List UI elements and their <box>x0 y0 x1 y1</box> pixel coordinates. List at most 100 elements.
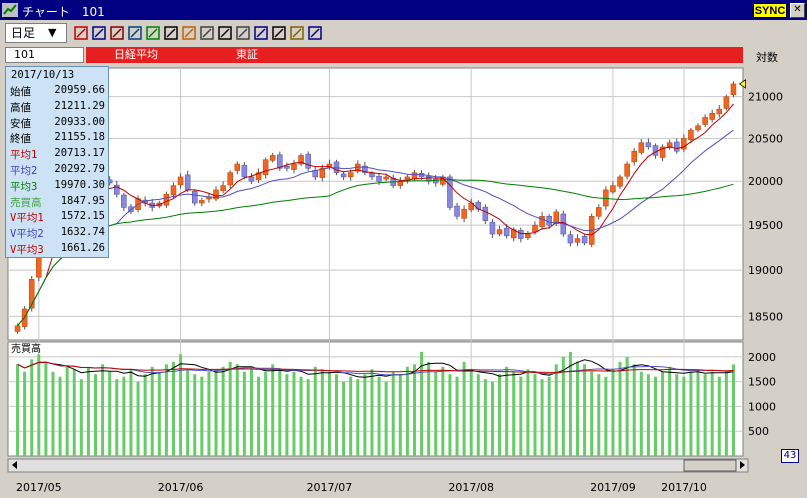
month-label: 2017/06 <box>158 481 204 494</box>
candle-body <box>199 200 205 204</box>
crosshair-icon <box>164 26 178 40</box>
scroll-right-icon[interactable] <box>740 461 745 469</box>
sync-button[interactable]: SYNC <box>753 3 787 18</box>
candle-body <box>184 174 191 191</box>
line-style-button[interactable] <box>90 24 108 42</box>
candle-body <box>624 163 630 177</box>
line-style-icon <box>92 26 106 40</box>
scrollbar-thumb[interactable] <box>683 459 737 472</box>
volume-bar <box>101 364 105 456</box>
volume-bar <box>264 371 268 456</box>
eraser-button[interactable] <box>126 24 144 42</box>
volume-bar <box>412 364 416 456</box>
volume-bar <box>391 371 395 456</box>
legend-key: V平均2 <box>10 228 44 241</box>
volume-bar <box>179 354 183 456</box>
volume-bar <box>682 376 686 456</box>
candle-body <box>340 173 347 178</box>
toolbar: 日足 ▼ <box>0 20 807 46</box>
volume-bar <box>483 379 487 456</box>
crosshair-button[interactable] <box>162 24 180 42</box>
candle-body <box>227 172 233 186</box>
volume-bar <box>512 371 516 456</box>
current-price-arrow-icon <box>738 79 746 89</box>
candle-body <box>525 233 531 239</box>
volume-bar <box>498 374 502 456</box>
candle-button[interactable] <box>72 24 90 42</box>
legend-row: 売買高 1847.95 <box>10 195 108 210</box>
log-button[interactable] <box>306 24 324 42</box>
volume-bar <box>23 371 27 456</box>
horizontal-scrollbar[interactable] <box>7 458 749 473</box>
volume-bar <box>625 356 629 456</box>
volume-bar <box>490 381 494 456</box>
candle-body <box>269 155 276 161</box>
candle-body <box>305 153 311 169</box>
volume-tick-label: 500 <box>748 425 769 438</box>
grid-button[interactable] <box>234 24 252 42</box>
volume-bar <box>313 366 317 456</box>
legend-row: 安値 20933.00 <box>10 116 108 131</box>
volume-bar <box>554 364 558 456</box>
period-select[interactable]: 日足 ▼ <box>5 23 67 43</box>
candle-body <box>28 279 35 309</box>
volume-bar <box>540 379 544 456</box>
candle-body <box>674 141 680 152</box>
volume-bar <box>462 361 466 456</box>
volume-bar <box>257 376 261 456</box>
draw-line-button[interactable] <box>144 24 162 42</box>
volume-bar <box>405 366 409 456</box>
close-button[interactable]: ✕ <box>790 3 805 18</box>
candle-body <box>631 150 637 163</box>
volume-bar <box>668 366 672 456</box>
month-label: 2017/05 <box>16 481 62 494</box>
legend-row: 平均3 19970.30 <box>10 179 108 194</box>
volume-bar <box>703 374 707 456</box>
volume-bar <box>661 371 665 456</box>
exchange-name: 東証 <box>236 48 258 61</box>
candle-body <box>163 194 170 206</box>
price-panel[interactable] <box>7 67 744 341</box>
volume-bar <box>583 364 587 456</box>
volume-bar <box>228 361 232 456</box>
legend-value: 1632.74 <box>60 226 105 239</box>
volume-bar <box>51 371 55 456</box>
volume-bar <box>171 361 175 456</box>
chart-area[interactable]: 21000 20500 20000 19500 19000 18500 2000 1500 10… <box>0 64 807 498</box>
zoom-button[interactable] <box>216 24 234 42</box>
gear-button[interactable] <box>288 24 306 42</box>
volume-bar <box>363 374 367 456</box>
candle-body <box>496 229 503 235</box>
month-label: 2017/09 <box>590 481 636 494</box>
trend-icon <box>272 26 286 40</box>
price-tick-label: 21000 <box>748 91 783 104</box>
volume-bar <box>164 364 168 456</box>
candle-body <box>447 176 453 208</box>
volume-bar <box>79 379 83 456</box>
volume-bar <box>65 366 69 456</box>
all-button[interactable] <box>108 24 126 42</box>
candle-body <box>284 165 290 169</box>
candle-body <box>610 185 616 193</box>
ma2-line <box>17 129 734 327</box>
scroll-left-icon[interactable] <box>12 461 17 469</box>
scale-label[interactable]: 対数 <box>756 51 778 64</box>
volume-bar <box>370 369 374 456</box>
code-field[interactable]: 101 <box>5 47 84 63</box>
chevron-down-icon: ▼ <box>48 26 57 39</box>
volume-bar <box>448 374 452 456</box>
legend-value: 20292.79 <box>54 163 105 175</box>
volume-tick-label: 1500 <box>748 376 776 389</box>
volume-bar <box>356 379 360 456</box>
marker-button[interactable] <box>180 24 198 42</box>
eraser-icon <box>128 26 142 40</box>
wave-button[interactable] <box>198 24 216 42</box>
trend-button[interactable] <box>270 24 288 42</box>
volume-bar <box>561 356 565 456</box>
volume-bar <box>632 364 636 456</box>
candle-body <box>539 216 545 227</box>
ma-button[interactable] <box>252 24 270 42</box>
volume-bar <box>611 369 615 456</box>
candle-body <box>277 154 283 169</box>
info-bar: 101 日経平均 東証 対数 <box>0 46 807 64</box>
